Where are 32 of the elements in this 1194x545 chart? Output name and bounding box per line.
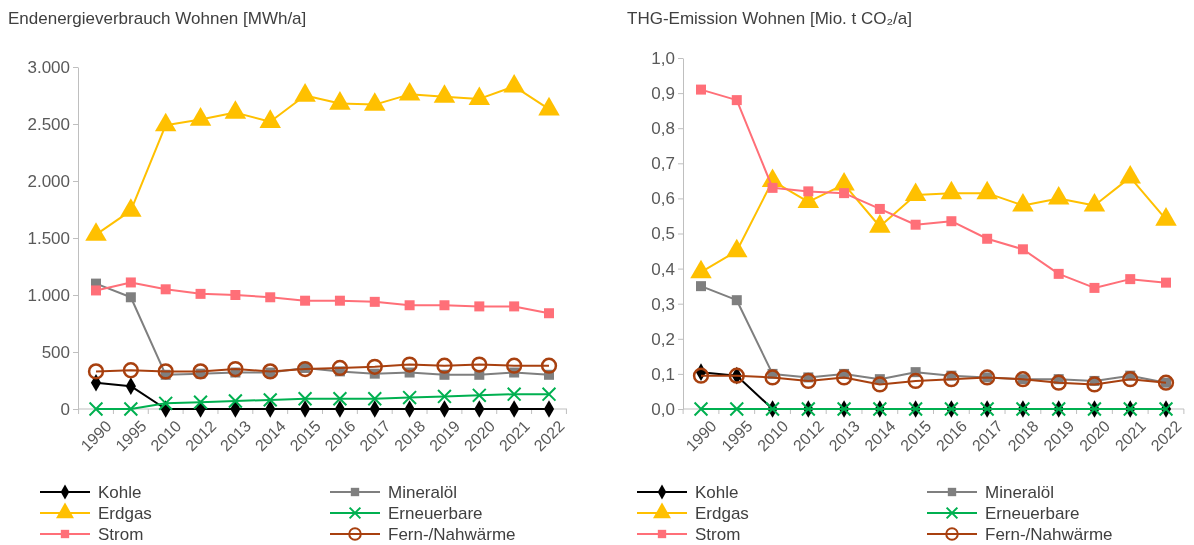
legend-label: Erdgas <box>98 504 152 523</box>
y-tick-label: 0 <box>60 399 70 419</box>
legend-label: Erneuerbare <box>985 504 1080 523</box>
y-tick-label: 1.000 <box>27 285 70 305</box>
legend-label: Erneuerbare <box>388 504 483 523</box>
y-tick-label: 0,3 <box>651 294 675 314</box>
legend-label: Erdgas <box>695 504 749 523</box>
y-tick-label: 2.500 <box>27 114 70 134</box>
legend-label: Mineralöl <box>985 483 1054 502</box>
y-tick-label: 0,7 <box>651 154 675 174</box>
legend-label: Fern-/Nahwärme <box>985 525 1113 544</box>
y-tick-label: 500 <box>41 342 70 362</box>
y-tick-label: 0,4 <box>651 259 675 279</box>
y-tick-label: 0,0 <box>651 399 675 419</box>
legend-label: Strom <box>695 525 741 544</box>
y-tick-label: 1,0 <box>651 48 675 68</box>
legend-label: Kohle <box>695 483 739 502</box>
y-tick-label: 1.500 <box>27 228 70 248</box>
legend-label: Fern-/Nahwärme <box>388 525 516 544</box>
y-tick-label: 0,1 <box>651 364 675 384</box>
chart-title: THG-Emission Wohnen [Mio. t CO₂/a] <box>627 9 912 28</box>
y-tick-label: 3.000 <box>27 57 70 77</box>
legend-label: Kohle <box>98 483 142 502</box>
y-tick-label: 0,8 <box>651 119 675 139</box>
y-tick-label: 0,9 <box>651 84 675 104</box>
legend-label: Mineralöl <box>388 483 457 502</box>
chart-title: Endenergieverbrauch Wohnen [MWh/a] <box>8 9 307 28</box>
legend-label: Strom <box>98 525 144 544</box>
y-tick-label: 2.000 <box>27 171 70 191</box>
y-tick-label: 0,5 <box>651 224 675 244</box>
y-tick-label: 0,6 <box>651 189 675 209</box>
y-tick-label: 0,2 <box>651 329 675 349</box>
